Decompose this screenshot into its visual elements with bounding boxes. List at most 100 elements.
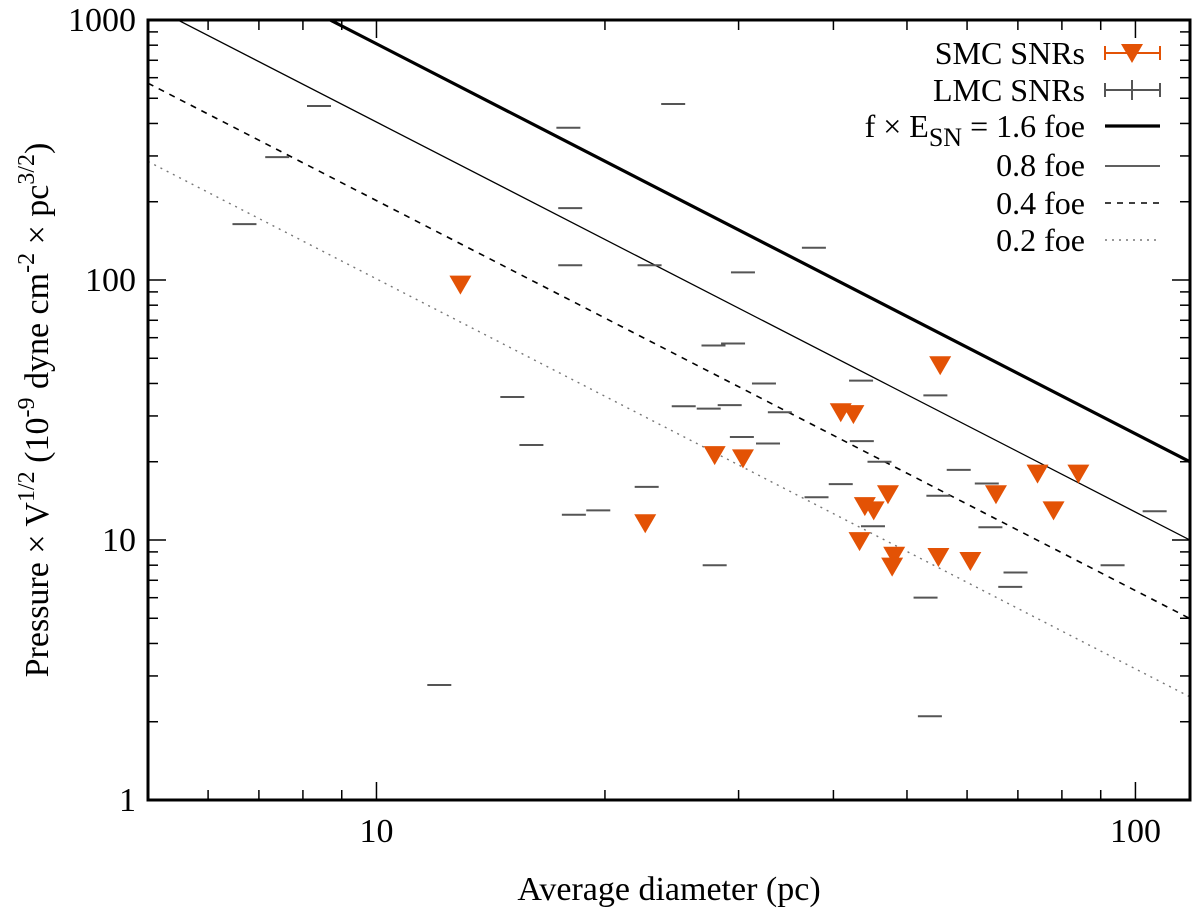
lmc-point <box>558 207 583 210</box>
smc-point <box>927 548 950 568</box>
lmc-series <box>232 103 1167 718</box>
smc-point <box>959 552 982 572</box>
lmc-point <box>696 407 721 410</box>
axes: 1 10 100 1000 10 100 <box>68 2 1192 850</box>
smc-point <box>1026 464 1049 484</box>
smc-point <box>829 403 852 423</box>
smc-point <box>876 485 899 505</box>
smc-triangle-marker <box>842 405 865 425</box>
smc-triangle-marker <box>881 557 904 577</box>
lmc-point <box>307 104 332 107</box>
smc-triangle-marker <box>862 501 885 521</box>
lmc-point <box>232 223 257 226</box>
lmc-point <box>978 526 1003 529</box>
smc-point <box>862 501 885 521</box>
legend-label-0-2-foe: 0.2 foe <box>996 222 1085 258</box>
legend-label-0-4-foe: 0.4 foe <box>996 185 1085 221</box>
legend: SMC SNRs LMC SNRs f × ESN = 1.6 foe 0.8 … <box>865 35 1161 258</box>
smc-point <box>731 449 754 469</box>
lmc-point <box>1003 571 1028 574</box>
lmc-point <box>729 435 754 438</box>
lmc-point <box>265 156 290 159</box>
y-tick-label: 1000 <box>68 2 136 39</box>
smc-triangle-marker <box>959 552 982 572</box>
lmc-point <box>634 485 659 488</box>
smc-point <box>1042 501 1065 521</box>
plot-content <box>148 20 1190 718</box>
plot-area <box>148 20 1190 718</box>
lmc-point <box>756 442 781 445</box>
smc-triangle-marker <box>634 514 657 534</box>
smc-point <box>853 497 876 517</box>
lmc-point <box>637 264 662 267</box>
lmc-point <box>427 683 452 686</box>
lmc-point <box>702 564 727 567</box>
y-tick-label: 10 <box>102 522 136 559</box>
model-line-1-6-foe <box>326 20 1190 464</box>
legend-sample-smc <box>1104 44 1161 63</box>
legend-label-0-8-foe: 0.8 foe <box>996 147 1085 183</box>
lmc-point <box>849 379 874 382</box>
lmc-point <box>500 395 525 398</box>
legend-label-lmc: LMC SNRs <box>933 72 1085 108</box>
lmc-point <box>767 411 792 414</box>
smc-triangle-marker <box>883 546 906 566</box>
y-tick-label: 1 <box>119 782 136 819</box>
x-axis-title: Average diameter (pc) <box>517 871 820 908</box>
smc-triangle-marker <box>449 275 472 295</box>
smc-triangle-marker <box>848 532 871 552</box>
smc-point <box>703 446 726 466</box>
lmc-point <box>701 344 726 347</box>
smc-point <box>1067 464 1090 484</box>
smc-point <box>449 275 472 295</box>
lmc-point <box>913 596 938 599</box>
lmc-point <box>519 443 544 446</box>
smc-triangle-marker <box>1026 464 1049 484</box>
lmc-point <box>828 483 853 486</box>
smc-triangle-marker <box>929 356 952 376</box>
lmc-point <box>946 468 971 471</box>
plot-frame <box>146 18 1192 802</box>
legend-smc-triangle <box>1121 44 1143 63</box>
x-tick-label: 100 <box>1110 813 1161 850</box>
lmc-point <box>586 509 611 512</box>
smc-point <box>929 356 952 376</box>
lmc-point <box>860 525 885 528</box>
lmc-point <box>721 342 746 345</box>
smc-point <box>883 546 906 566</box>
smc-point <box>881 557 904 577</box>
lmc-point <box>974 482 999 485</box>
smc-series <box>449 275 1090 577</box>
smc-triangle-marker <box>703 446 726 466</box>
lmc-point <box>849 440 874 443</box>
legend-label-smc: SMC SNRs <box>935 35 1085 71</box>
legend-sample-lmc <box>1104 80 1161 100</box>
smc-point <box>984 485 1007 505</box>
smc-point <box>848 532 871 552</box>
model-line-0-8-foe <box>176 20 1190 541</box>
smc-point <box>634 514 657 534</box>
smc-triangle-marker <box>1067 464 1090 484</box>
lmc-point <box>801 246 826 249</box>
lmc-point <box>561 513 586 516</box>
lmc-point <box>804 496 829 499</box>
lmc-point <box>998 585 1023 588</box>
smc-triangle-marker <box>731 449 754 469</box>
lmc-point <box>1142 510 1167 513</box>
lmc-point <box>867 460 892 463</box>
lmc-point <box>661 103 686 106</box>
lmc-point <box>558 264 583 267</box>
lmc-point <box>1100 564 1125 567</box>
y-axis-title: Pressure × V1/2 (10-9 dyne cm-2 × pc3/2) <box>14 143 56 678</box>
smc-triangle-marker <box>876 485 899 505</box>
lmc-point <box>671 405 696 408</box>
lmc-point <box>730 271 755 274</box>
smc-triangle-marker <box>1042 501 1065 521</box>
lmc-point <box>917 715 942 718</box>
lmc-point <box>751 382 776 385</box>
lmc-point <box>923 394 948 397</box>
x-tick-label: 10 <box>359 813 393 850</box>
lmc-point <box>717 404 742 407</box>
lmc-point <box>556 126 581 129</box>
